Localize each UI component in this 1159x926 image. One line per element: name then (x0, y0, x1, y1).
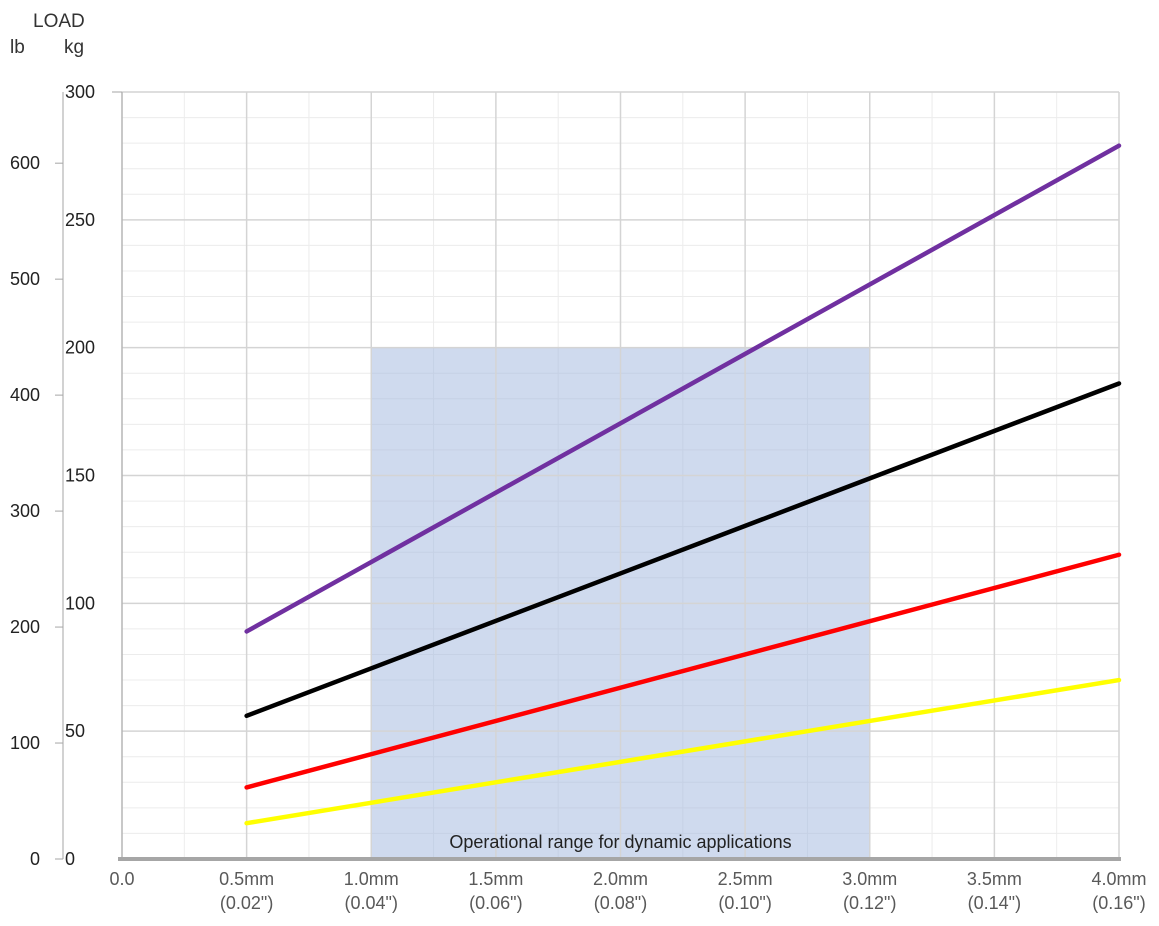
x-tick-sublabel: (0.06") (469, 893, 522, 913)
major-gridlines (121, 91, 1120, 860)
x-tick-label: 4.0mm (1091, 869, 1146, 889)
kg-tick-label: 100 (65, 593, 95, 613)
x-tick-sublabel: (0.04") (345, 893, 398, 913)
x-tick-label: 1.5mm (468, 869, 523, 889)
x-tick-label: 2.5mm (718, 869, 773, 889)
kg-tick-label: 250 (65, 210, 95, 230)
kg-tick-labels: 0 50 100 150 200 250 300 (65, 82, 95, 869)
lb-tick-labels: 0 100 200 300 400 500 600 (10, 153, 63, 869)
kg-tick-label: 150 (65, 466, 95, 486)
axes (62, 91, 1121, 861)
x-tick-sublabel: (0.14") (968, 893, 1021, 913)
y-unit-lb: lb (10, 37, 25, 58)
y-unit-kg: kg (64, 37, 84, 58)
lb-tick-label: 500 (10, 269, 40, 289)
x-tick-sublabel: (0.10") (718, 893, 771, 913)
kg-tick-label: 300 (65, 82, 95, 102)
series-line-1 (244, 143, 1122, 634)
lb-tick-label: 400 (10, 385, 40, 405)
lb-tick-label: 300 (10, 501, 40, 521)
series-lines (244, 143, 1122, 826)
kg-tick-label: 0 (65, 849, 75, 869)
lb-tick-label: 200 (10, 617, 40, 637)
lb-tick-label: 0 (30, 849, 40, 869)
x-tick-label: 2.0mm (593, 869, 648, 889)
x-tick-label: 0.5mm (219, 869, 274, 889)
series-line-4 (244, 677, 1122, 826)
operational-range-label: Operational range for dynamic applicatio… (449, 832, 791, 852)
x-tick-sublabel: (0.16") (1092, 893, 1145, 913)
lb-tick-label: 600 (10, 153, 40, 173)
y-axis-title: LOAD (33, 11, 85, 32)
series-line-2 (244, 381, 1122, 719)
x-tick-sublabel: (0.08") (594, 893, 647, 913)
lb-tick-label: 100 (10, 733, 40, 753)
kg-tick-label: 50 (65, 721, 85, 741)
x-tick-label: 3.5mm (967, 869, 1022, 889)
kg-tick-label: 200 (65, 338, 95, 358)
x-tick-sublabel: (0.12") (843, 893, 896, 913)
x-tick-labels: 0.0 0.5mm (0.02") 1.0mm (0.04") 1.5mm (0.06") 2… (109, 869, 1146, 913)
x-tick-label: 3.0mm (842, 869, 897, 889)
x-tick-label: 1.0mm (344, 869, 399, 889)
series-line-3 (244, 552, 1122, 790)
x-tick-sublabel: (0.02") (220, 893, 273, 913)
x-tick-label: 0.0 (109, 869, 134, 889)
